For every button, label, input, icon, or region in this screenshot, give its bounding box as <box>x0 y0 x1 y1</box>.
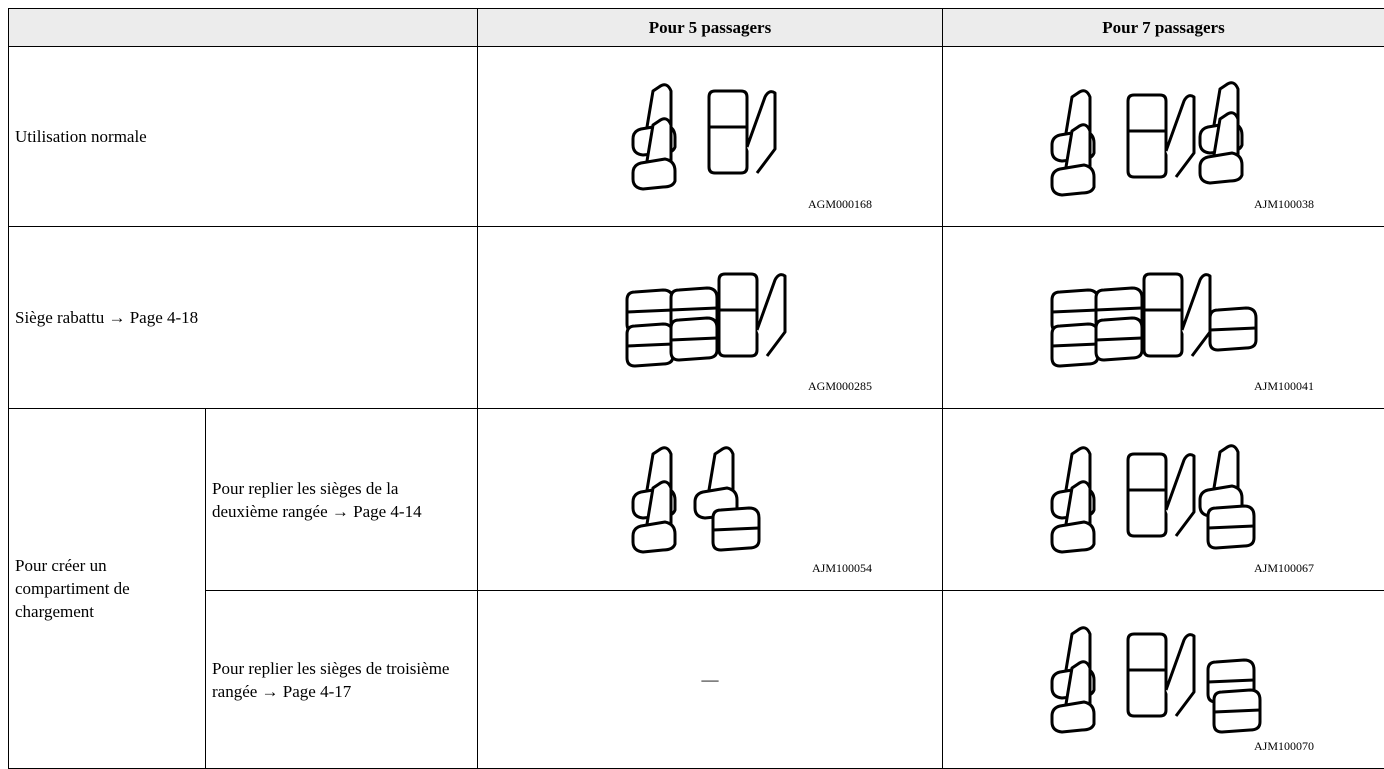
group-label: Pour créer un compartiment de chargement <box>9 409 206 769</box>
seat-illustration <box>625 77 795 197</box>
dash: — <box>702 670 719 689</box>
seat-illustration <box>1044 440 1284 560</box>
seat-illustration <box>1044 258 1284 378</box>
image-cell: AGM000168 <box>478 47 943 227</box>
row-label: Pour replier les sièges de la deuxième r… <box>206 409 478 591</box>
image-cell: AGM000285 <box>478 227 943 409</box>
image-cell: AJM100041 <box>943 227 1384 409</box>
seat-table: Pour 5 passagers Pour 7 passagers Utilis… <box>8 8 1384 769</box>
image-cell: AJM100054 <box>478 409 943 591</box>
header-empty <box>9 9 478 47</box>
seat-illustration <box>625 440 795 560</box>
header-row: Pour 5 passagers Pour 7 passagers <box>9 9 1384 47</box>
row-label: Siège rabattu → Page 4-18 <box>9 227 478 409</box>
row: Utilisation normale AGM000168 AJM100038 <box>9 47 1384 227</box>
image-code: AGM000168 <box>808 193 872 216</box>
header-cell: Pour 5 passagers <box>478 9 943 47</box>
row: Pour replier les sièges de troisième ran… <box>9 591 1384 769</box>
header-cell: Pour 7 passagers <box>943 9 1384 47</box>
image-code: AJM100038 <box>1254 193 1314 216</box>
row-label: Pour replier les sièges de troisième ran… <box>206 591 478 769</box>
image-code: AJM100067 <box>1254 557 1314 580</box>
row: Pour créer un compartiment de chargement… <box>9 409 1384 591</box>
image-code: AGM000285 <box>808 375 872 398</box>
text-cell: — <box>478 591 943 769</box>
row-label: Utilisation normale <box>9 47 478 227</box>
image-code: AJM100070 <box>1254 735 1314 758</box>
image-cell: AJM100070 <box>943 591 1384 769</box>
image-code: AJM100054 <box>812 557 872 580</box>
seat-illustration <box>615 258 805 378</box>
image-cell: AJM100038 <box>943 47 1384 227</box>
seat-illustration <box>1044 77 1284 197</box>
image-code: AJM100041 <box>1254 375 1314 398</box>
seat-illustration <box>1044 620 1284 740</box>
image-cell: AJM100067 <box>943 409 1384 591</box>
row: Siège rabattu → Page 4-18 AGM000285 AJM1… <box>9 227 1384 409</box>
